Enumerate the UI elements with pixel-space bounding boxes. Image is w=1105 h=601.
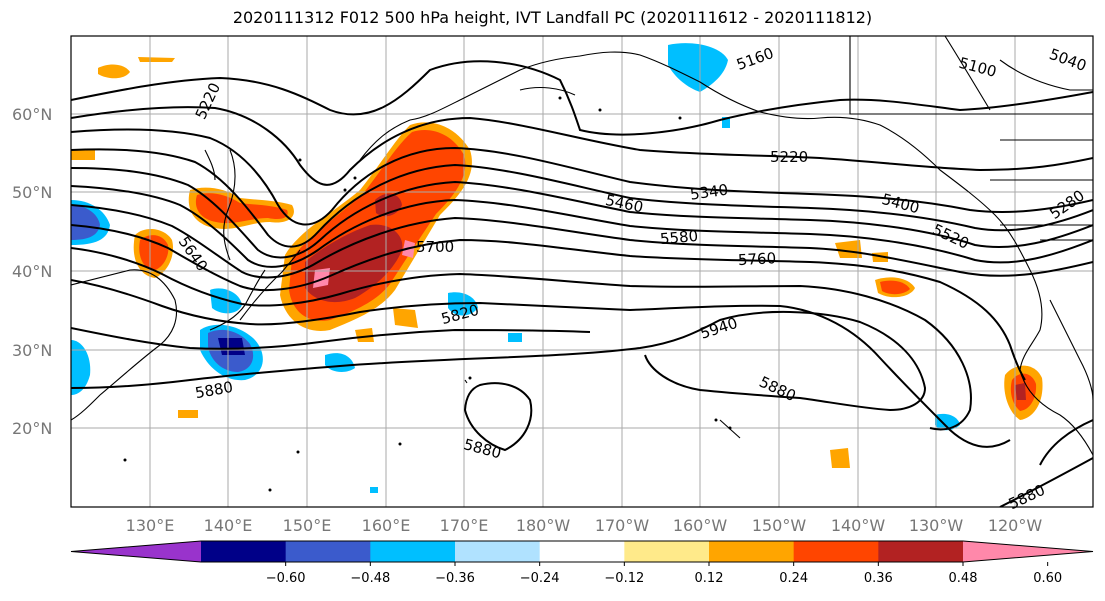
- island-dots: [123, 96, 732, 492]
- lon-label: 150°E: [283, 516, 332, 535]
- colorbar-tick-label: −0.36: [435, 571, 475, 586]
- lon-label: 160°E: [362, 516, 411, 535]
- lat-label: 50°N: [12, 183, 52, 202]
- colorbar: −0.60 −0.48 −0.36 −0.24 −0.12 0.12 0.24 0.36 0.4…: [70, 540, 1094, 586]
- lat-label: 20°N: [12, 419, 52, 438]
- colorbar-segment: [539, 541, 625, 562]
- colorbar-tick-label: 0.24: [779, 571, 808, 586]
- colorbar-tick-label: 0.36: [864, 571, 893, 586]
- colorbar-outline: [70, 540, 1094, 563]
- contour-label: 5760: [738, 249, 777, 269]
- colorbar-extend-low: [71, 541, 201, 562]
- longitude-labels: 130°E 140°E 150°E 160°E 170°E 180°W 170°…: [126, 516, 1043, 535]
- colorbar-segment: [285, 541, 371, 562]
- graticule: [71, 36, 1093, 507]
- colorbar-segment: [624, 541, 710, 562]
- lon-label: 170°W: [595, 516, 650, 535]
- lat-label: 60°N: [12, 105, 52, 124]
- height-contours: [71, 60, 1093, 507]
- colorbar-segment: [201, 541, 287, 562]
- colorbar-segment: [455, 541, 541, 562]
- colorbar-extend-high: [963, 541, 1093, 562]
- map-title: 2020111312 F012 500 hPa height, IVT Land…: [232, 8, 873, 27]
- colorbar-segment: [878, 541, 964, 562]
- colorbar-tick-label: −0.24: [520, 571, 560, 586]
- colorbar-tick-label: −0.48: [350, 571, 390, 586]
- lon-label: 140°E: [204, 516, 253, 535]
- colorbar-tick-label: 0.60: [1033, 571, 1062, 586]
- colorbar-segment: [370, 541, 456, 562]
- colorbar-segment: [709, 541, 795, 562]
- lat-label: 40°N: [12, 262, 52, 281]
- lon-label: 180°W: [516, 516, 571, 535]
- colorbar-tick-label: 0.48: [949, 571, 978, 586]
- colorbar-tick-label: −0.60: [266, 571, 306, 586]
- contour-label: 5580: [659, 227, 699, 248]
- lon-label: 160°W: [673, 516, 728, 535]
- lon-label: 170°E: [440, 516, 489, 535]
- lon-label: 130°W: [909, 516, 964, 535]
- latitude-labels: 60°N 50°N 40°N 30°N 20°N: [12, 105, 52, 438]
- lon-label: 130°E: [126, 516, 175, 535]
- contour-label: 5700: [416, 238, 454, 256]
- contour-label: 5220: [770, 148, 808, 166]
- colorbar-tick-label: 0.12: [695, 571, 724, 586]
- colorbar-segment: [793, 541, 879, 562]
- lon-label: 150°W: [752, 516, 807, 535]
- contour-label: 5340: [689, 181, 729, 204]
- lon-label: 140°W: [831, 516, 886, 535]
- map-frame: [70, 35, 1094, 508]
- ivt-positive-shading: [71, 57, 1043, 468]
- lon-label: 120°W: [988, 516, 1043, 535]
- lat-label: 30°N: [12, 341, 52, 360]
- colorbar-tick-label: −0.12: [604, 571, 644, 586]
